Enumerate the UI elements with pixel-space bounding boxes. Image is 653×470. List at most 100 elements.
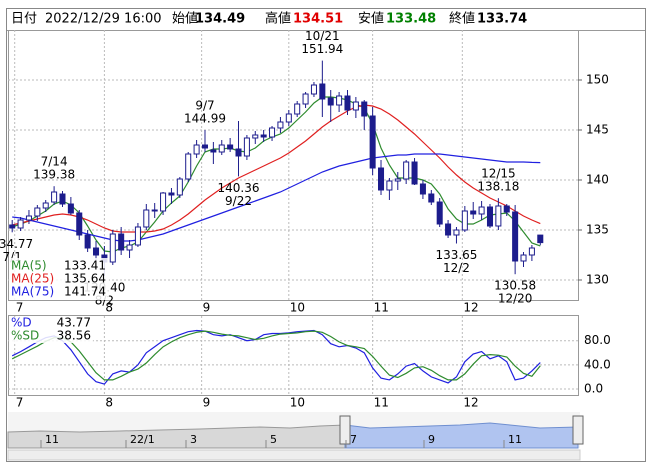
candle-body bbox=[478, 206, 485, 215]
x-tick-label: 7 bbox=[16, 396, 24, 410]
candle-body bbox=[151, 209, 158, 212]
candle-body bbox=[285, 113, 292, 123]
candle-body bbox=[227, 144, 234, 150]
candle-body bbox=[503, 205, 510, 213]
candle-body bbox=[319, 83, 326, 100]
x-tick-label: 12 bbox=[463, 301, 478, 315]
legend-name: MA(25) bbox=[11, 272, 54, 286]
x-tick-label: 9 bbox=[203, 396, 211, 410]
candle-body bbox=[419, 183, 426, 195]
y-tick-label: 80.0 bbox=[584, 333, 611, 347]
candle-body bbox=[218, 144, 225, 153]
legend-value: 141.74 bbox=[64, 285, 106, 299]
candle-body bbox=[67, 203, 74, 214]
candle-body bbox=[176, 178, 183, 196]
header-value: 134.51 bbox=[293, 12, 343, 27]
navigator-handle[interactable] bbox=[339, 415, 351, 445]
candle-body bbox=[252, 134, 259, 139]
candle-body bbox=[369, 115, 376, 169]
candle-body bbox=[269, 127, 276, 138]
header-label: 安値 bbox=[358, 11, 384, 27]
date-label: 日付 bbox=[11, 12, 37, 27]
candle-body bbox=[486, 206, 493, 227]
candle-body bbox=[361, 101, 368, 117]
candle-body bbox=[378, 167, 385, 191]
x-tick-label: 12 bbox=[463, 396, 478, 410]
annotation-date: 12/20 bbox=[498, 292, 533, 306]
header-label: 高値 bbox=[265, 11, 291, 27]
ma-line bbox=[12, 153, 541, 242]
candle-body bbox=[294, 103, 301, 115]
candle-body bbox=[143, 209, 150, 228]
candle-body bbox=[76, 212, 83, 236]
legend-value: 135.64 bbox=[64, 272, 106, 286]
oscillator-panel bbox=[8, 315, 579, 396]
y-tick-label: 150 bbox=[586, 73, 609, 87]
candle-body bbox=[344, 95, 351, 111]
candle-body bbox=[327, 97, 334, 106]
y-tick-label: 140 bbox=[586, 173, 609, 187]
candle-body bbox=[537, 234, 544, 244]
legend-value: 38.56 bbox=[57, 329, 91, 343]
candle-body bbox=[520, 254, 527, 262]
candle-body bbox=[461, 210, 468, 231]
candle-body bbox=[453, 229, 460, 236]
candle-body bbox=[9, 224, 16, 229]
candle-body bbox=[235, 148, 242, 157]
x-tick-label: 9 bbox=[203, 301, 211, 315]
legend-value: 43.77 bbox=[57, 316, 91, 330]
navigator-label: 7 bbox=[350, 433, 357, 446]
candle-body bbox=[93, 247, 100, 256]
navigator-label: 22/1 bbox=[130, 433, 155, 446]
annotation-price: 144.99 bbox=[184, 112, 226, 126]
annotation-price: 138.18 bbox=[477, 180, 519, 194]
ma-line bbox=[12, 104, 541, 233]
header-value: 134.49 bbox=[195, 12, 245, 27]
candle-body bbox=[160, 192, 167, 212]
y-tick-label: 40.0 bbox=[584, 357, 611, 371]
oscillator-legend: %D 43.77 %SD 38.56 bbox=[9, 316, 93, 343]
candle-body bbox=[445, 223, 452, 236]
candle-body bbox=[302, 93, 309, 105]
x-tick-label: 11 bbox=[374, 396, 389, 410]
candle-body bbox=[210, 149, 217, 153]
candle-body bbox=[528, 247, 535, 256]
candle-body bbox=[495, 205, 502, 227]
oscillator-line bbox=[11, 330, 541, 381]
navigator-label: 5 bbox=[270, 433, 277, 446]
candle-body bbox=[134, 226, 141, 246]
header-value: 133.48 bbox=[386, 12, 436, 27]
candle-body bbox=[118, 233, 125, 251]
navigator-label: 3 bbox=[190, 433, 197, 446]
candle-body bbox=[126, 244, 133, 251]
y-tick-label: 145 bbox=[586, 123, 609, 137]
y-tick-label: 135 bbox=[586, 223, 609, 237]
annotation-price: 134.77 bbox=[0, 237, 33, 251]
navigator-handle[interactable] bbox=[572, 415, 584, 445]
annotation-price: 140.36 bbox=[218, 181, 260, 195]
scrollbar[interactable] bbox=[7, 449, 581, 461]
candle-body bbox=[201, 144, 208, 149]
header-label: 終値 bbox=[449, 11, 475, 27]
candle-body bbox=[352, 101, 359, 111]
candle-body bbox=[243, 137, 250, 157]
candle-body bbox=[512, 211, 519, 262]
annotation-price: 151.94 bbox=[301, 42, 343, 56]
legend-box bbox=[9, 317, 93, 343]
x-tick-label: 10 bbox=[290, 301, 305, 315]
legend: MA(5) 133.41 MA(25) 135.64 MA(75) 141.74 bbox=[9, 258, 109, 300]
navigator-label: 9 bbox=[428, 433, 435, 446]
ma-line bbox=[11, 96, 541, 253]
header-label: 始値 bbox=[172, 11, 198, 27]
candle-body bbox=[403, 161, 410, 180]
candle-body bbox=[470, 210, 477, 215]
navigator-label: 11 bbox=[45, 433, 59, 446]
legend-name: %D bbox=[11, 316, 32, 330]
x-tick-label: 7 bbox=[16, 301, 24, 315]
candle-body bbox=[34, 207, 41, 217]
annotation-price: 139.38 bbox=[33, 168, 75, 182]
candle-body bbox=[394, 178, 401, 182]
y-tick-label: 0.0 bbox=[584, 381, 603, 395]
candle-body bbox=[51, 191, 58, 203]
header: 日付 2022/12/29 16:00 bbox=[11, 12, 162, 27]
